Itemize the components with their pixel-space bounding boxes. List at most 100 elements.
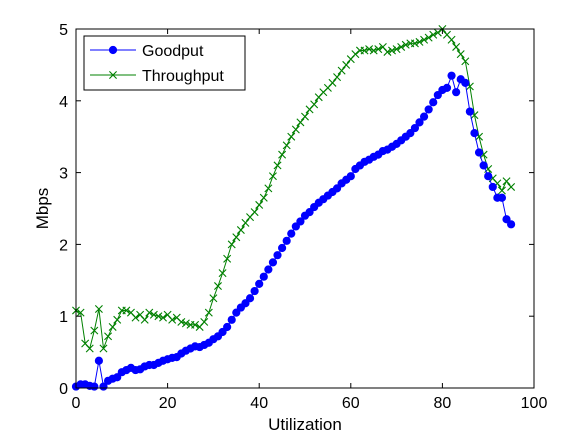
y-tick-label: 3 (59, 166, 68, 183)
goodput-point (264, 265, 273, 274)
x-tick-label: 60 (342, 395, 360, 412)
goodput-point (507, 220, 516, 229)
goodput-point (442, 83, 452, 92)
throughput-point (287, 132, 296, 141)
goodput-point (273, 251, 282, 260)
throughput-point (99, 344, 108, 353)
goodput-point (282, 236, 291, 245)
throughput-point (232, 233, 241, 242)
series-throughput (72, 25, 516, 353)
throughput-point (241, 218, 250, 227)
goodput-point (470, 129, 479, 138)
goodput-point (406, 129, 415, 138)
throughput-point (191, 320, 200, 329)
throughput-point (122, 306, 131, 315)
throughput-point (213, 282, 222, 291)
goodput-point (433, 90, 442, 100)
throughput-point (392, 45, 401, 54)
goodput-point (259, 272, 268, 281)
throughput-point (433, 28, 442, 37)
goodput-point (447, 71, 456, 80)
throughput-point (337, 66, 346, 75)
goodput-point (419, 112, 429, 121)
throughput-point (296, 118, 305, 127)
goodput-point (346, 172, 355, 181)
goodput-point (245, 294, 255, 303)
throughput-point (227, 240, 236, 249)
goodput-point (287, 229, 296, 238)
throughput-point (497, 186, 506, 195)
throughput-point (310, 100, 319, 109)
legend-entry-throughput: Throughput (90, 68, 224, 85)
throughput-point (268, 172, 277, 181)
throughput-point (278, 150, 287, 159)
y-tick-label: 2 (59, 237, 68, 254)
goodput-point (305, 207, 314, 217)
series-goodput (71, 71, 516, 391)
throughput-point (333, 73, 342, 82)
legend-label-throughput: Throughput (142, 68, 224, 85)
x-tick-label: 80 (434, 395, 452, 412)
throughput-point (401, 40, 410, 49)
throughput-point (424, 33, 433, 42)
legend-throughput-point (109, 71, 117, 79)
goodput-point (255, 279, 264, 288)
goodput-point (502, 215, 511, 224)
goodput-point (227, 315, 236, 324)
throughput-point (273, 161, 282, 170)
throughput-point (181, 319, 190, 328)
goodput-point (415, 118, 424, 127)
legend: Goodput Throughput (83, 35, 246, 91)
throughput-point (149, 310, 158, 319)
throughput-point (200, 317, 209, 326)
goodput-point (90, 382, 99, 391)
throughput-point (328, 78, 337, 87)
axis-ticks: 0 20 40 60 80 100 0 1 2 3 4 5 (59, 22, 547, 412)
throughput-point (90, 326, 99, 335)
throughput-point (456, 50, 465, 59)
x-tick-label: 100 (521, 395, 548, 412)
throughput-point (104, 332, 113, 341)
throughput-point (410, 39, 419, 48)
throughput-point (223, 254, 232, 263)
throughput-point (177, 317, 186, 326)
throughput-point (282, 141, 291, 150)
y-tick-label: 1 (59, 309, 68, 326)
goodput-point (296, 217, 305, 226)
throughput-point (301, 112, 309, 121)
throughput-point (415, 37, 424, 46)
throughput-point (397, 42, 406, 51)
goodput-point (452, 88, 461, 97)
throughput-point (76, 308, 85, 317)
y-tick-label: 0 (59, 381, 68, 398)
throughput-point (447, 35, 456, 44)
throughput-point (342, 60, 351, 69)
goodput-point (250, 286, 259, 296)
throughput-point (140, 315, 149, 324)
throughput-point (374, 45, 383, 54)
goodput-point (465, 107, 474, 116)
goodput-point (424, 105, 433, 114)
goodput-point (429, 98, 438, 107)
throughput-point (113, 315, 122, 324)
goodput-point (410, 123, 420, 133)
throughput-point (108, 322, 117, 331)
throughput-point (209, 294, 218, 303)
legend-label-goodput: Goodput (142, 43, 204, 60)
throughput-point (360, 46, 369, 55)
x-tick-label: 20 (159, 395, 177, 412)
throughput-point (154, 312, 163, 321)
series-layer (71, 25, 516, 391)
throughput-point (250, 208, 259, 217)
throughput-point (255, 200, 264, 209)
goodput-point (488, 182, 497, 192)
goodput-point (291, 222, 300, 231)
throughput-point (85, 344, 94, 353)
throughput-point (461, 57, 470, 66)
throughput-point (429, 30, 438, 39)
goodput-point (218, 327, 227, 337)
x-axis-label: Utilization (268, 415, 342, 434)
y-tick-label: 4 (59, 94, 68, 111)
throughput-point (383, 47, 392, 56)
goodput-point (232, 308, 241, 317)
